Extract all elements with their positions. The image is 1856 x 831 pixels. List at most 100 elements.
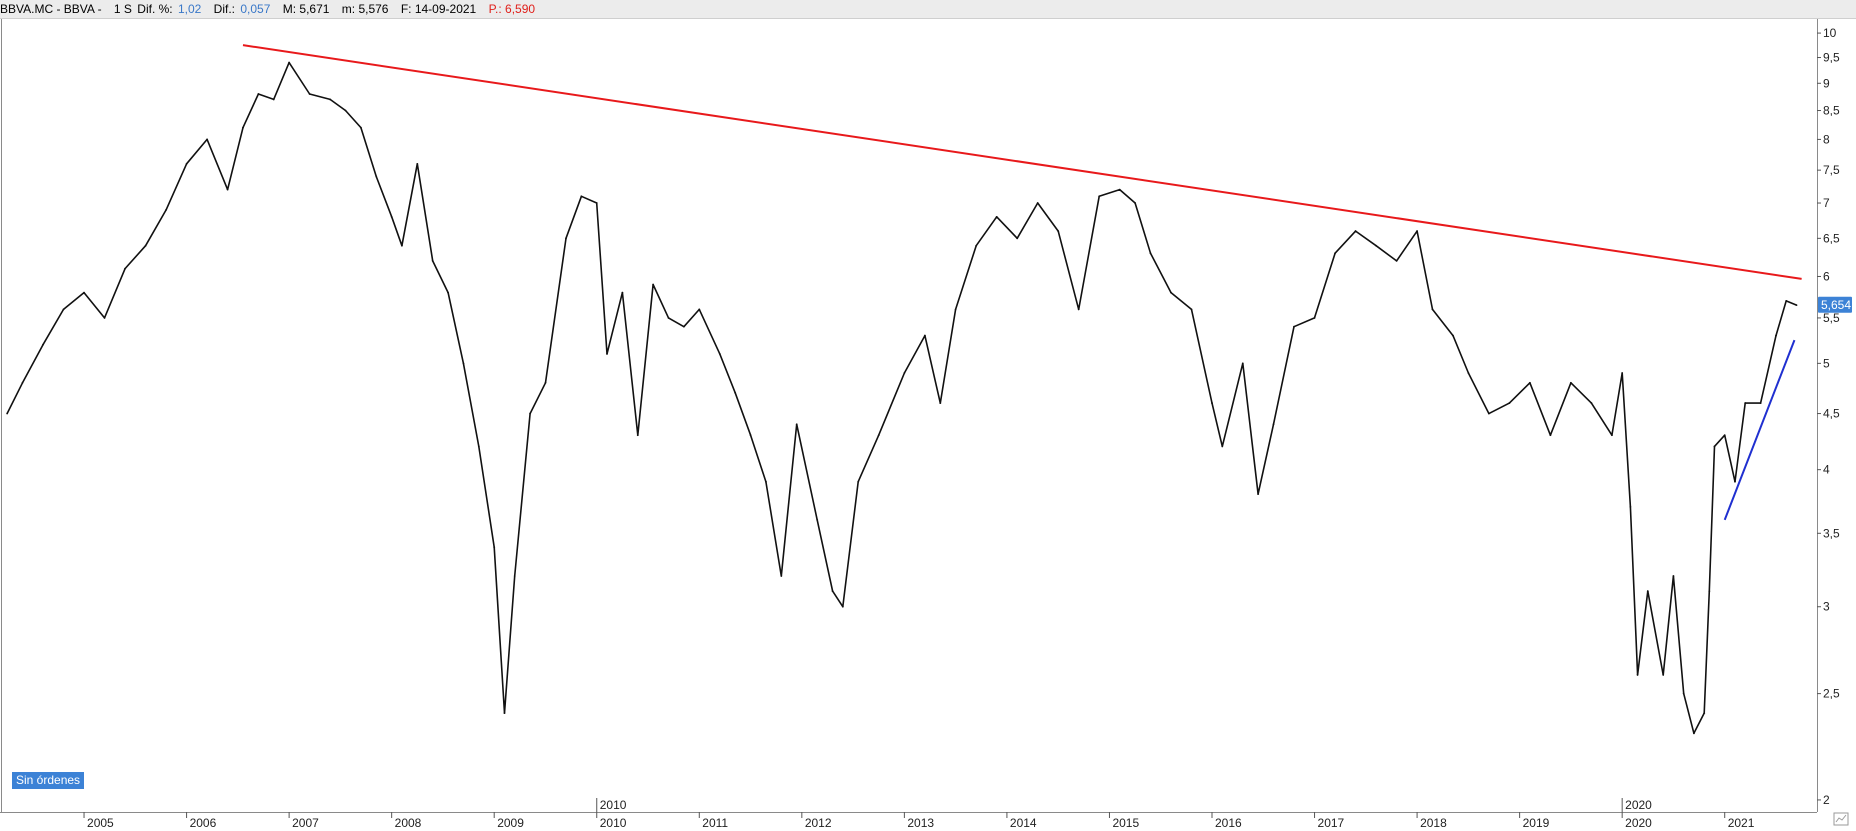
price-point bbox=[636, 434, 639, 437]
price-point bbox=[1682, 692, 1685, 695]
price-point bbox=[1170, 291, 1172, 294]
price-point bbox=[1759, 402, 1762, 404]
y-axis: 2 2,5 3 3,5 4 4,5 5 5,5 6 6,5 7 7,5 8 8,5 9 9,5 10 bbox=[1817, 26, 1840, 807]
y-tick-label: 5 bbox=[1823, 356, 1830, 370]
price-point bbox=[831, 590, 834, 593]
price-point bbox=[1375, 244, 1377, 247]
y-tick-label: 9 bbox=[1823, 76, 1830, 90]
price-point bbox=[513, 575, 516, 577]
x-tick-label: 2011 bbox=[702, 816, 728, 830]
price-point bbox=[124, 267, 126, 270]
price-point bbox=[1221, 445, 1224, 448]
price-point bbox=[1241, 362, 1244, 365]
price-point bbox=[1257, 493, 1260, 496]
price-point bbox=[1431, 308, 1434, 311]
support-trendline[interactable] bbox=[1723, 339, 1796, 521]
orders-status-badge[interactable]: Sin órdenes bbox=[12, 772, 85, 789]
price-point bbox=[431, 259, 434, 262]
price-point bbox=[698, 308, 701, 311]
price-point bbox=[1416, 230, 1418, 232]
y-tick-label: 7,5 bbox=[1823, 163, 1840, 177]
price-point bbox=[1569, 381, 1572, 384]
x-tick-label: 2017 bbox=[1318, 816, 1345, 830]
price-point bbox=[1528, 381, 1531, 384]
x-axis: 2005 2006 2007 2008 2009 2010 2011 2012 2013 2014… bbox=[83, 798, 1755, 830]
price-point bbox=[62, 308, 65, 311]
x-tick-label: 2015 bbox=[1112, 816, 1139, 830]
price-point bbox=[1744, 402, 1747, 404]
price-point bbox=[1452, 334, 1454, 337]
price-point bbox=[1734, 480, 1736, 483]
y-tick-label: 3 bbox=[1823, 600, 1830, 614]
price-point bbox=[1621, 372, 1624, 374]
y-tick-label: 9,5 bbox=[1823, 51, 1840, 65]
x-tick-label: 2008 bbox=[395, 816, 422, 830]
price-point bbox=[242, 126, 244, 129]
price-point bbox=[795, 423, 798, 426]
price-point bbox=[857, 480, 860, 483]
price-point bbox=[621, 291, 624, 294]
price-point bbox=[1077, 308, 1080, 311]
price-point bbox=[565, 237, 567, 240]
price-point bbox=[447, 291, 449, 294]
x-tick-label: 2013 bbox=[907, 816, 934, 830]
min-label: m: 5,576 bbox=[341, 2, 389, 16]
price-point bbox=[1016, 237, 1019, 240]
price-point bbox=[1713, 445, 1716, 448]
dif-pct-value: 1,02 bbox=[177, 2, 202, 16]
price-point bbox=[1467, 372, 1470, 374]
price-point bbox=[1134, 202, 1136, 204]
y-tick-label: 3,5 bbox=[1823, 526, 1840, 540]
y-tick-label: 8,5 bbox=[1823, 104, 1840, 118]
price-point bbox=[6, 412, 9, 415]
price-point bbox=[462, 362, 465, 365]
price-point bbox=[1795, 304, 1798, 307]
y-tick-label: 5,5 bbox=[1823, 311, 1840, 325]
x-tick-label: 2007 bbox=[292, 816, 319, 830]
price-point bbox=[21, 381, 24, 384]
price-point bbox=[780, 575, 783, 577]
x-tick-label: 2012 bbox=[805, 816, 832, 830]
price-point bbox=[1118, 188, 1121, 191]
price-point bbox=[841, 605, 844, 608]
price-point bbox=[1272, 423, 1275, 426]
price-point bbox=[477, 445, 480, 448]
price-point bbox=[359, 126, 362, 129]
price-point bbox=[1313, 317, 1316, 319]
price-point bbox=[416, 162, 419, 165]
price-point bbox=[1293, 325, 1295, 328]
resistance-trendline[interactable] bbox=[242, 44, 1802, 280]
price-series-line bbox=[6, 61, 1797, 735]
price-point bbox=[1508, 402, 1511, 404]
x-tick-label: 2014 bbox=[1010, 816, 1037, 830]
price-point bbox=[375, 175, 378, 178]
price-point bbox=[401, 244, 403, 247]
x-tick-label: 2021 bbox=[1728, 816, 1755, 830]
period-label: 1 S bbox=[113, 2, 132, 16]
price-point bbox=[877, 434, 880, 437]
y-tick-label: 4,5 bbox=[1823, 407, 1840, 421]
symbol-label: BBVA.MC - BBVA - bbox=[0, 2, 102, 16]
dif-label: Dif.: bbox=[213, 2, 236, 16]
price-point bbox=[718, 353, 721, 355]
x-tick-label: 2020 bbox=[1625, 816, 1652, 830]
price-label: P.: 6,590 bbox=[488, 2, 536, 16]
price-point bbox=[995, 215, 998, 218]
x-tick-label: 2005 bbox=[87, 816, 114, 830]
chart-corner-icon[interactable] bbox=[1833, 812, 1849, 826]
price-point bbox=[1785, 300, 1788, 302]
price-point bbox=[923, 334, 926, 337]
price-point bbox=[595, 202, 598, 204]
price-point bbox=[1036, 202, 1039, 204]
last-price-tag-label: 5,654 bbox=[1821, 298, 1851, 312]
price-point bbox=[272, 98, 275, 101]
y-tick-label: 10 bbox=[1823, 26, 1837, 40]
price-point bbox=[1149, 252, 1152, 255]
price-point bbox=[226, 188, 229, 191]
price-point bbox=[1549, 434, 1552, 437]
price-point bbox=[1098, 195, 1101, 198]
price-point bbox=[1057, 230, 1060, 232]
y-tick-label: 4 bbox=[1823, 463, 1830, 477]
price-point bbox=[1629, 505, 1632, 508]
